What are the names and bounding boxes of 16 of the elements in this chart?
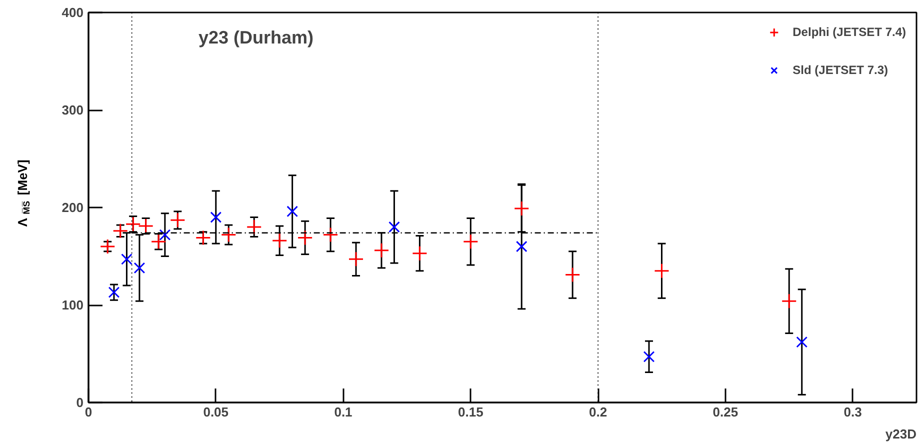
x-tick-label: 0.05 — [203, 404, 229, 420]
x-tick-label: 0.2 — [589, 404, 608, 420]
legend-label: Sld (JETSET 7.3) — [792, 63, 888, 77]
x-tick-label: 0.25 — [712, 404, 738, 420]
y-axis-title: ΛM̅S̅ [MeV] — [15, 160, 32, 227]
y-tick-label: 400 — [62, 5, 84, 20]
legend-label: Delphi (JETSET 7.4) — [792, 25, 906, 39]
x-tick-label: 0.15 — [458, 404, 484, 420]
y-tick-label: 300 — [62, 102, 84, 118]
text: y23 (Durham) — [198, 28, 314, 48]
x-tick-label: 0.3 — [844, 404, 862, 420]
y-tick-label: 0 — [76, 395, 84, 410]
y-tick-label: 200 — [62, 200, 84, 215]
x-tick-label: 0.1 — [334, 404, 352, 420]
x-axis-title: y23D — [885, 426, 916, 442]
y-tick-label: 100 — [62, 298, 84, 312]
